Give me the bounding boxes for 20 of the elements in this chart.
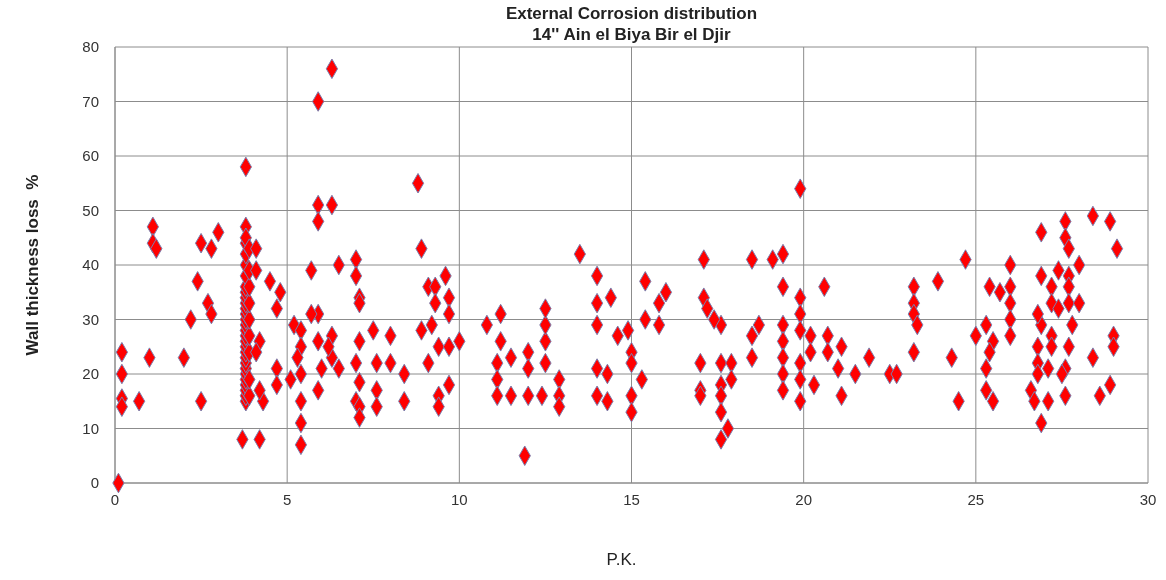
x-tick-label: 25 — [967, 491, 985, 508]
y-tick-label: 60 — [82, 147, 99, 165]
x-tick-label: 10 — [450, 491, 468, 508]
x-tick-label: 0 — [110, 491, 120, 508]
y-tick-label: 0 — [90, 474, 99, 492]
y-axis-title: Wall thickness loss % — [23, 174, 42, 356]
x-tick-label: 30 — [1139, 491, 1157, 508]
x-tick-label: 15 — [623, 491, 640, 508]
chart-title: External Corrosion distribution — [505, 4, 758, 23]
y-tick-label: 30 — [82, 310, 99, 328]
y-tick-label: 20 — [82, 365, 99, 383]
y-tick-label: 10 — [82, 419, 99, 437]
x-tick-label: 20 — [795, 491, 813, 508]
y-tick-label: 80 — [82, 38, 99, 56]
x-tick-label: 5 — [282, 491, 292, 508]
y-tick-label: 70 — [82, 92, 99, 110]
y-tick-label: 50 — [82, 201, 99, 219]
y-tick-label: 40 — [82, 256, 99, 274]
chart-subtitle: 14'' Ain el Biya Bir el Djir — [532, 25, 732, 44]
x-axis-title: P.K. — [606, 550, 637, 569]
